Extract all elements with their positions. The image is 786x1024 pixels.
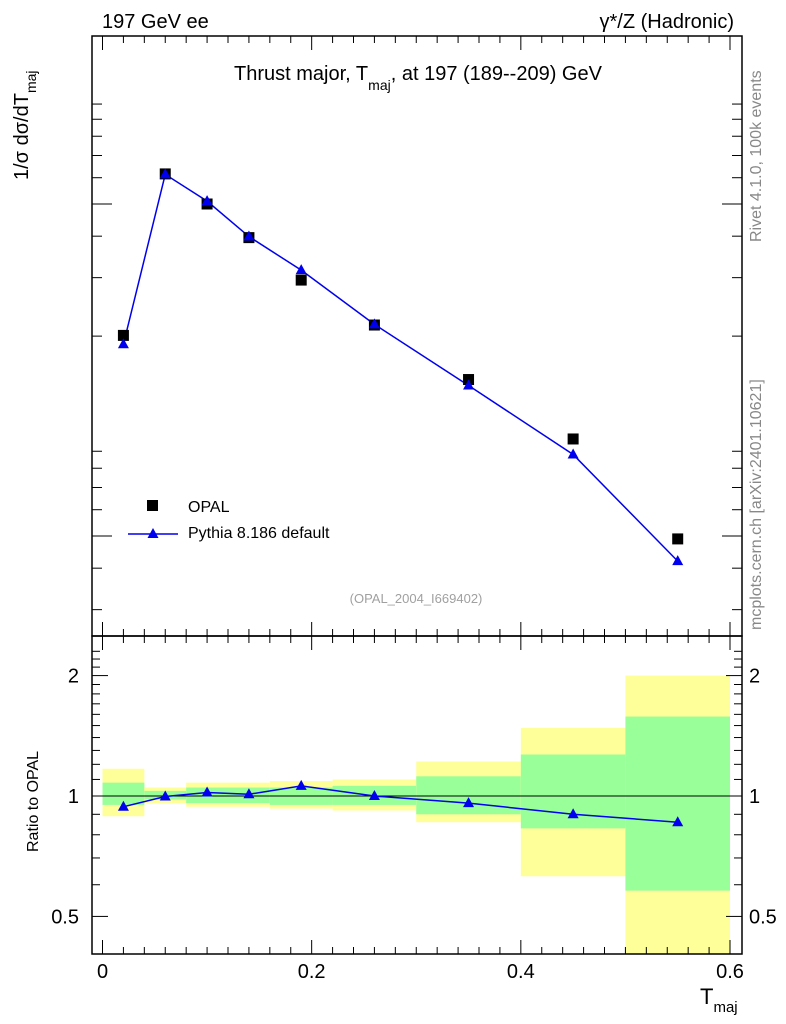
ratio-uncertainty-bands — [102, 675, 730, 954]
ratio-mc-point — [672, 816, 684, 827]
main-panel-ticks — [92, 36, 742, 636]
x-axis-label-sub: maj — [713, 999, 737, 1016]
header-right-label: γ*/Z (Hadronic) — [600, 11, 734, 33]
main-panel: OPAL Pythia 8.186 default (OPAL_2004_I66… — [91, 35, 743, 637]
legend-marker-pythia — [147, 528, 159, 538]
mc-data-point — [295, 264, 307, 275]
ratio-series-markers — [117, 779, 684, 827]
ratio-y-tick-labels: 0.5 0.5 1 1 2 2 — [51, 666, 777, 929]
ratio-y-tick-label: 0.5 — [51, 906, 79, 928]
ratio-y-tick-label: 2 — [749, 666, 760, 688]
ratio-panel: 0.5 0.5 1 1 2 2 0 0.2 0.4 0.6 Ratio to OPAL Tmaj — [25, 635, 777, 1016]
mc-data-point — [117, 338, 129, 349]
mc-data-point — [368, 318, 380, 329]
opal-data-point — [567, 433, 579, 445]
plot-title: Thrust major, Tmaj, at 197 (189--209) Ge… — [234, 63, 603, 93]
opal-data-point — [117, 329, 129, 341]
mc-data-point — [243, 230, 255, 241]
x-tick-label: 0.4 — [507, 961, 535, 983]
plot-title-tail: , at 197 (189--209) GeV — [391, 63, 603, 85]
analysis-tag: (OPAL_2004_I669402) — [350, 591, 483, 606]
main-panel-frame — [91, 35, 743, 637]
ratio-band-inner — [625, 716, 730, 891]
mc-data-point — [159, 168, 171, 179]
rivet-label: Rivet 4.1.0, 100k events — [748, 70, 765, 242]
ratio-y-axis-label: Ratio to OPAL — [25, 751, 42, 852]
y-axis-label-sub: maj — [23, 70, 39, 93]
ratio-panel-ticks — [92, 636, 742, 954]
x-tick-labels: 0 0.2 0.4 0.6 — [97, 961, 744, 983]
ratio-mc-point — [243, 788, 255, 799]
mc-data-point — [567, 448, 579, 459]
ratio-mc-point — [463, 797, 475, 808]
ratio-y-tick-label: 1 — [749, 786, 760, 808]
y-axis-label: 1/σ dσ/dTmaj — [11, 70, 39, 180]
legend: OPAL Pythia 8.186 default — [128, 499, 330, 542]
x-tick-label: 0 — [97, 961, 108, 983]
legend-label-opal: OPAL — [188, 499, 230, 516]
plot-title-sub: maj — [368, 77, 391, 93]
x-axis-label-main: T — [700, 984, 713, 1009]
x-axis-label: Tmaj — [700, 984, 738, 1016]
y-axis-label-main: 1/σ dσ/dT — [11, 93, 33, 180]
ratio-y-tick-label: 2 — [68, 666, 79, 688]
ratio-mc-point — [368, 790, 380, 800]
legend-marker-opal — [147, 500, 158, 511]
mcplots-label: mcplots.cern.ch [arXiv:2401.10621] — [748, 379, 765, 630]
opal-data-point — [295, 274, 307, 286]
ratio-y-tick-label: 0.5 — [749, 906, 777, 928]
x-tick-label: 0.2 — [298, 961, 326, 983]
mc-data-point — [672, 555, 684, 566]
ratio-y-tick-label: 1 — [68, 786, 79, 808]
ratio-mc-point — [295, 779, 307, 790]
ratio-mc-point — [567, 808, 579, 819]
ratio-band-inner — [416, 776, 521, 815]
x-tick-label: 0.6 — [716, 961, 744, 983]
mc-data-point — [201, 195, 213, 206]
main-series-markers — [117, 168, 684, 566]
legend-label-pythia: Pythia 8.186 default — [188, 525, 330, 542]
ratio-mc-point — [159, 790, 171, 801]
ratio-mc-point — [201, 786, 213, 797]
ratio-band-inner — [102, 782, 145, 805]
plot-title-main: Thrust major, T — [234, 63, 368, 85]
mc-data-point — [463, 379, 475, 390]
ratio-panel-frame — [91, 635, 743, 955]
header-left-label: 197 GeV ee — [102, 11, 209, 33]
opal-data-point — [672, 533, 684, 545]
ratio-mc-point — [117, 800, 129, 811]
